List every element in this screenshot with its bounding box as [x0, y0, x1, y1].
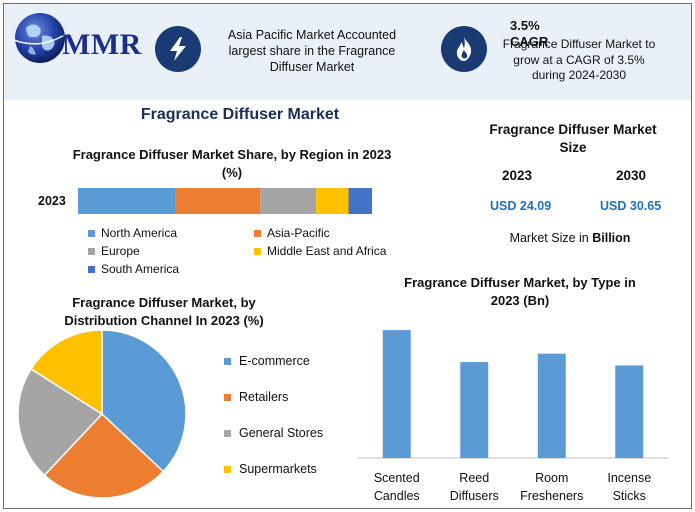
legend-label: Middle East and Africa [267, 244, 387, 258]
region-legend-item-asia-pacific: Asia-Pacific [254, 226, 330, 240]
pie-slice-supermarkets [30, 329, 103, 416]
market-size-note: Market Size in Billion [490, 231, 650, 245]
channel-pie-chart [17, 329, 187, 499]
type-tick-label-scented-candles: Scented Candles [374, 471, 420, 503]
legend-label: Europe [101, 244, 140, 258]
mmr-logo[interactable]: MMR [12, 10, 142, 66]
legend-label: E-commerce [239, 354, 310, 368]
lightning-icon [155, 26, 201, 72]
type-bar-scented-candles [382, 330, 411, 458]
size-value-2023: USD 24.09 [490, 199, 552, 213]
pie-slice-retailers [43, 412, 165, 499]
share-highlight-text: Asia Pacific Market Accounted largest sh… [227, 28, 397, 74]
pie-slice-e-commerce [101, 329, 187, 473]
legend-swatch [224, 393, 231, 401]
region-segment-north-america [78, 188, 176, 214]
channel-legend-item-retailers: Retailers [224, 390, 288, 404]
region-stacked-bar-chart [78, 188, 372, 214]
region-chart-title: Fragrance Diffuser Market Share, by Regi… [72, 147, 392, 180]
region-segment-south-america [348, 188, 372, 214]
type-tick-label-room-fresheners: Room Fresheners [520, 471, 583, 503]
market-size-unit: Billion [592, 231, 631, 245]
type-chart-title: Fragrance Diffuser Market, by Type in 20… [404, 275, 636, 308]
legend-label: Supermarkets [239, 462, 317, 476]
region-legend-item-north-america: North America [88, 226, 177, 240]
size-year-2023: 2023 [502, 168, 533, 183]
infographic-frame [3, 3, 692, 509]
legend-label: North America [101, 226, 178, 240]
legend-swatch [88, 247, 95, 255]
type-tick-label-incense-sticks: Incense Sticks [607, 471, 651, 503]
globe-icon [13, 13, 67, 63]
size-year-2030: 2030 [616, 168, 647, 183]
type-bar-chart: Scented Candles Reed Diffusers Room Freshener… [358, 330, 668, 503]
legend-label: General Stores [239, 426, 324, 440]
legend-swatch [88, 265, 95, 273]
size-value-2030: USD 30.65 [600, 199, 662, 213]
region-segment-asia-pacific [175, 188, 261, 214]
flame-icon [441, 26, 487, 72]
legend-label: Retailers [239, 390, 289, 404]
legend-swatch [224, 429, 231, 437]
header-band [4, 4, 691, 100]
market-size-note-prefix: Market Size in [509, 231, 593, 245]
channel-legend-item-e-commerce: E-commerce [224, 354, 310, 368]
legend-label: Asia-Pacific [267, 226, 330, 240]
region-legend-item-europe: Europe [88, 244, 140, 258]
legend-swatch [224, 465, 231, 473]
region-legend-item-middle-east-and-africa: Middle East and Africa [254, 244, 386, 258]
type-bar-room-fresheners [537, 353, 566, 458]
region-legend-item-south-america: South America [88, 262, 179, 276]
cagr-text: Fragrance Diffuser Market to grow at a C… [502, 37, 656, 82]
channel-chart-title: Fragrance Diffuser Market, by Distributi… [64, 295, 264, 328]
legend-label: South America [101, 262, 180, 276]
market-size-title: Fragrance Diffuser Market Size [489, 122, 657, 155]
logo-text: MMR [62, 28, 142, 61]
legend-swatch [224, 357, 231, 365]
cagr-title: 3.5% CAGR [510, 18, 549, 49]
region-segment-middle-east-and-africa [316, 188, 349, 214]
type-bar-reed-diffusers [460, 362, 489, 458]
legend-swatch [254, 229, 261, 237]
channel-legend-item-supermarkets: Supermarkets [224, 462, 317, 476]
legend-swatch [254, 247, 261, 255]
legend-swatch [88, 229, 95, 237]
main-title: Fragrance Diffuser Market [140, 106, 340, 123]
region-segment-europe [260, 188, 317, 214]
pie-slice-general-stores [17, 367, 104, 477]
region-category-label: 2023 [38, 194, 66, 208]
type-bar-incense-sticks [615, 365, 644, 458]
channel-legend-item-general-stores: General Stores [224, 426, 323, 440]
type-tick-label-reed-diffusers: Reed Diffusers [450, 471, 499, 503]
